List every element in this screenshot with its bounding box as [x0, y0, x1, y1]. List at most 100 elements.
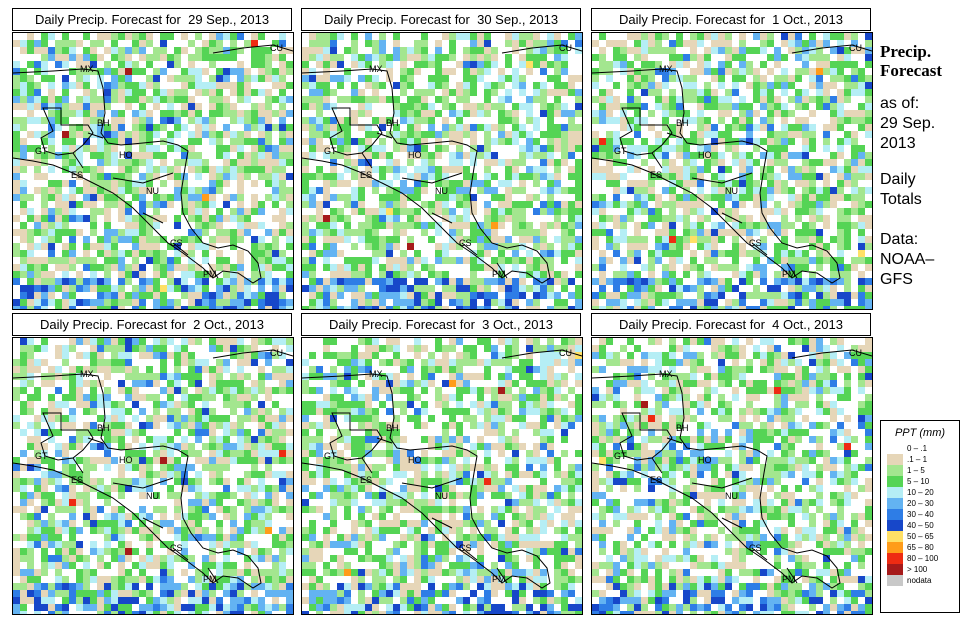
legend-item: nodata — [887, 575, 959, 586]
legend-item: 80 – 100 — [887, 553, 959, 564]
legend-item: 40 – 50 — [887, 520, 959, 531]
legend-swatch — [887, 498, 903, 509]
sidebar-title-line2: Forecast — [880, 61, 942, 80]
country-label: NU — [146, 186, 159, 196]
panel-title: Daily Precip. Forecast for 4 Oct., 2013 — [591, 313, 871, 336]
precip-grid — [592, 33, 872, 309]
precip-map: CU MX BH GT HO ES NU CS PM — [12, 32, 294, 310]
data-line1: Data: — [880, 231, 919, 248]
country-label: BH — [386, 118, 399, 128]
sidebar-title: Precip. Forecast — [880, 42, 942, 80]
legend-swatch — [887, 487, 903, 498]
precip-map: CU MX BH GT HO ES NU CS PM — [301, 337, 583, 615]
legend-swatch — [887, 465, 903, 476]
country-label: MX — [369, 64, 383, 74]
legend-item: 50 – 65 — [887, 531, 959, 542]
country-label: GT — [35, 146, 48, 156]
country-label: CS — [459, 238, 472, 248]
country-label: BH — [97, 423, 110, 433]
country-label: ES — [360, 475, 373, 485]
precip-map: CU MX BH GT HO ES NU CS PM — [591, 32, 873, 310]
data-line2: NOAA– — [880, 251, 935, 268]
legend-label: 10 – 20 — [907, 488, 934, 497]
sidebar-title-line1: Precip. — [880, 42, 932, 61]
legend-label: 30 – 40 — [907, 510, 934, 519]
country-label: MX — [369, 369, 383, 379]
legend-label: 20 – 30 — [907, 499, 934, 508]
legend-swatch — [887, 509, 903, 520]
country-label: BH — [676, 118, 689, 128]
panel-title: Daily Precip. Forecast for 3 Oct., 2013 — [301, 313, 581, 336]
legend-label: 50 – 65 — [907, 532, 934, 541]
country-label: MX — [80, 369, 94, 379]
as-of-line2: 29 Sep. — [880, 115, 936, 132]
legend-item: 30 – 40 — [887, 509, 959, 520]
country-label: CU — [270, 43, 283, 53]
legend-label: 1 – 5 — [907, 466, 925, 475]
country-label: NU — [435, 491, 448, 501]
legend-item: > 100 — [887, 564, 959, 575]
panel-title: Daily Precip. Forecast for 1 Oct., 2013 — [591, 8, 871, 31]
country-label: PM — [492, 574, 506, 584]
country-label: PM — [492, 269, 506, 279]
country-label: NU — [725, 491, 738, 501]
legend-swatch — [887, 531, 903, 542]
precip-map: CU MX BH GT HO ES NU CS PM — [301, 32, 583, 310]
country-label: NU — [435, 186, 448, 196]
precip-map: CU MX BH GT HO ES NU CS PM — [591, 337, 873, 615]
legend-label: 0 – .1 — [907, 444, 928, 453]
legend-swatch — [887, 575, 903, 586]
country-label: ES — [71, 170, 84, 180]
legend-item: 0 – .1 — [887, 443, 959, 454]
country-label: CS — [459, 543, 472, 553]
country-label: PM — [782, 269, 796, 279]
as-of-date: as of: 29 Sep. 2013 — [880, 94, 935, 154]
country-label: HO — [119, 150, 133, 160]
country-label: CS — [170, 238, 183, 248]
totals-line1: Daily — [880, 171, 916, 188]
totals-note: Daily Totals — [880, 170, 922, 210]
country-label: NU — [725, 186, 738, 196]
country-label: MX — [659, 64, 673, 74]
legend-item: 5 – 10 — [887, 476, 959, 487]
precip-grid — [13, 33, 293, 309]
precip-map: CU MX BH GT HO ES NU CS PM — [12, 337, 294, 615]
country-label: PM — [203, 269, 217, 279]
precip-legend: PPT (mm) 0 – .1 .1 – 1 1 – 5 5 – 10 10 – 20 2… — [880, 420, 960, 613]
country-label: GT — [324, 146, 337, 156]
country-label: HO — [698, 150, 712, 160]
legend-rows: 0 – .1 .1 – 1 1 – 5 5 – 10 10 – 20 20 – 30 30 … — [881, 443, 959, 586]
legend-label: 80 – 100 — [907, 554, 939, 563]
country-label: HO — [408, 455, 422, 465]
panel-title: Daily Precip. Forecast for 29 Sep., 2013 — [12, 8, 292, 31]
legend-swatch — [887, 454, 903, 465]
country-label: GT — [614, 146, 627, 156]
legend-swatch — [887, 564, 903, 575]
legend-label: > 100 — [907, 565, 928, 574]
country-label: CU — [849, 348, 862, 358]
country-label: GT — [35, 451, 48, 461]
legend-label: 65 – 80 — [907, 543, 934, 552]
legend-label: 40 – 50 — [907, 521, 934, 530]
country-label: HO — [119, 455, 133, 465]
precip-grid — [302, 33, 582, 309]
legend-swatch — [887, 520, 903, 531]
country-label: CU — [270, 348, 283, 358]
country-label: CS — [749, 238, 762, 248]
as-of-line3: 2013 — [880, 135, 916, 152]
legend-label: nodata — [907, 576, 932, 585]
legend-item: 1 – 5 — [887, 465, 959, 476]
totals-line2: Totals — [880, 191, 922, 208]
country-label: CS — [170, 543, 183, 553]
country-label: PM — [203, 574, 217, 584]
legend-swatch — [887, 553, 903, 564]
country-label: GT — [324, 451, 337, 461]
country-label: MX — [659, 369, 673, 379]
panel-title: Daily Precip. Forecast for 2 Oct., 2013 — [12, 313, 292, 336]
country-label: BH — [676, 423, 689, 433]
country-label: GT — [614, 451, 627, 461]
legend-item: 10 – 20 — [887, 487, 959, 498]
country-label: CS — [749, 543, 762, 553]
country-label: HO — [408, 150, 422, 160]
data-source: Data: NOAA– GFS — [880, 230, 934, 290]
